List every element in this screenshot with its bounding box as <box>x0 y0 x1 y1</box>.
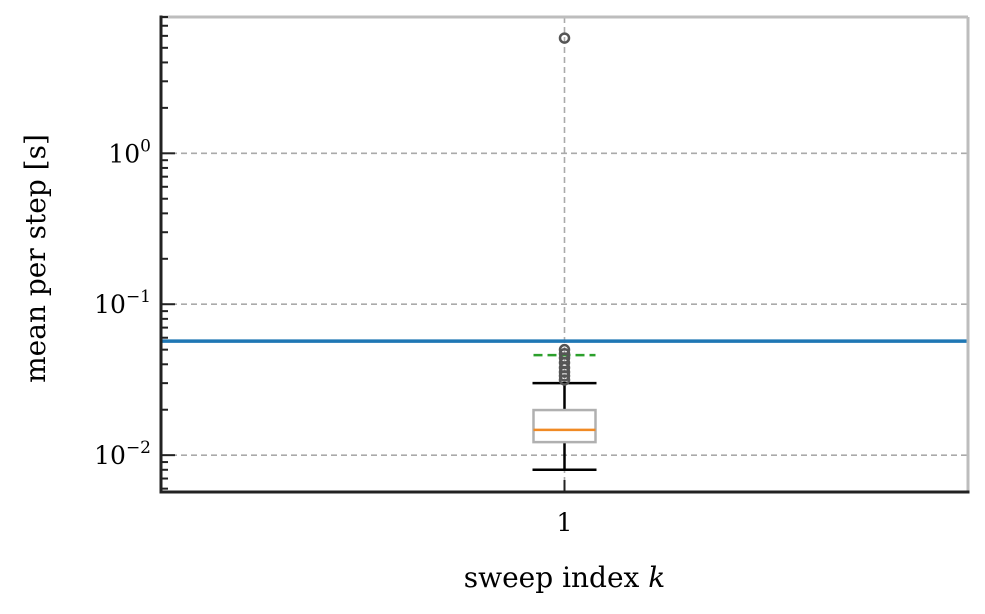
x-axis-label-variable: k <box>648 561 665 594</box>
y-tick-label: 100 <box>108 136 151 168</box>
outlier-point <box>558 343 571 356</box>
x-axis-label: sweep index k <box>464 561 665 594</box>
y-tick-exponent: −2 <box>126 438 151 458</box>
y-tick-base: 10 <box>94 441 126 470</box>
y-tick-label: 10−2 <box>94 438 151 470</box>
y-tick-exponent: 0 <box>140 136 151 156</box>
box-plot <box>161 32 968 472</box>
y-tick-exponent: −1 <box>126 287 151 307</box>
iqr-box <box>532 408 597 444</box>
axis-ticks <box>161 16 566 492</box>
x-tick-label: 1 <box>557 508 573 537</box>
outlier-point <box>558 347 571 360</box>
y-tick-base: 10 <box>94 290 126 319</box>
y-tick-label: 10−1 <box>94 287 151 319</box>
y-tick-base: 10 <box>108 139 140 168</box>
outlier-point <box>558 32 571 44</box>
y-axis-label: mean per step [s] <box>19 134 52 383</box>
x-axis-label-text: sweep index <box>464 561 648 594</box>
